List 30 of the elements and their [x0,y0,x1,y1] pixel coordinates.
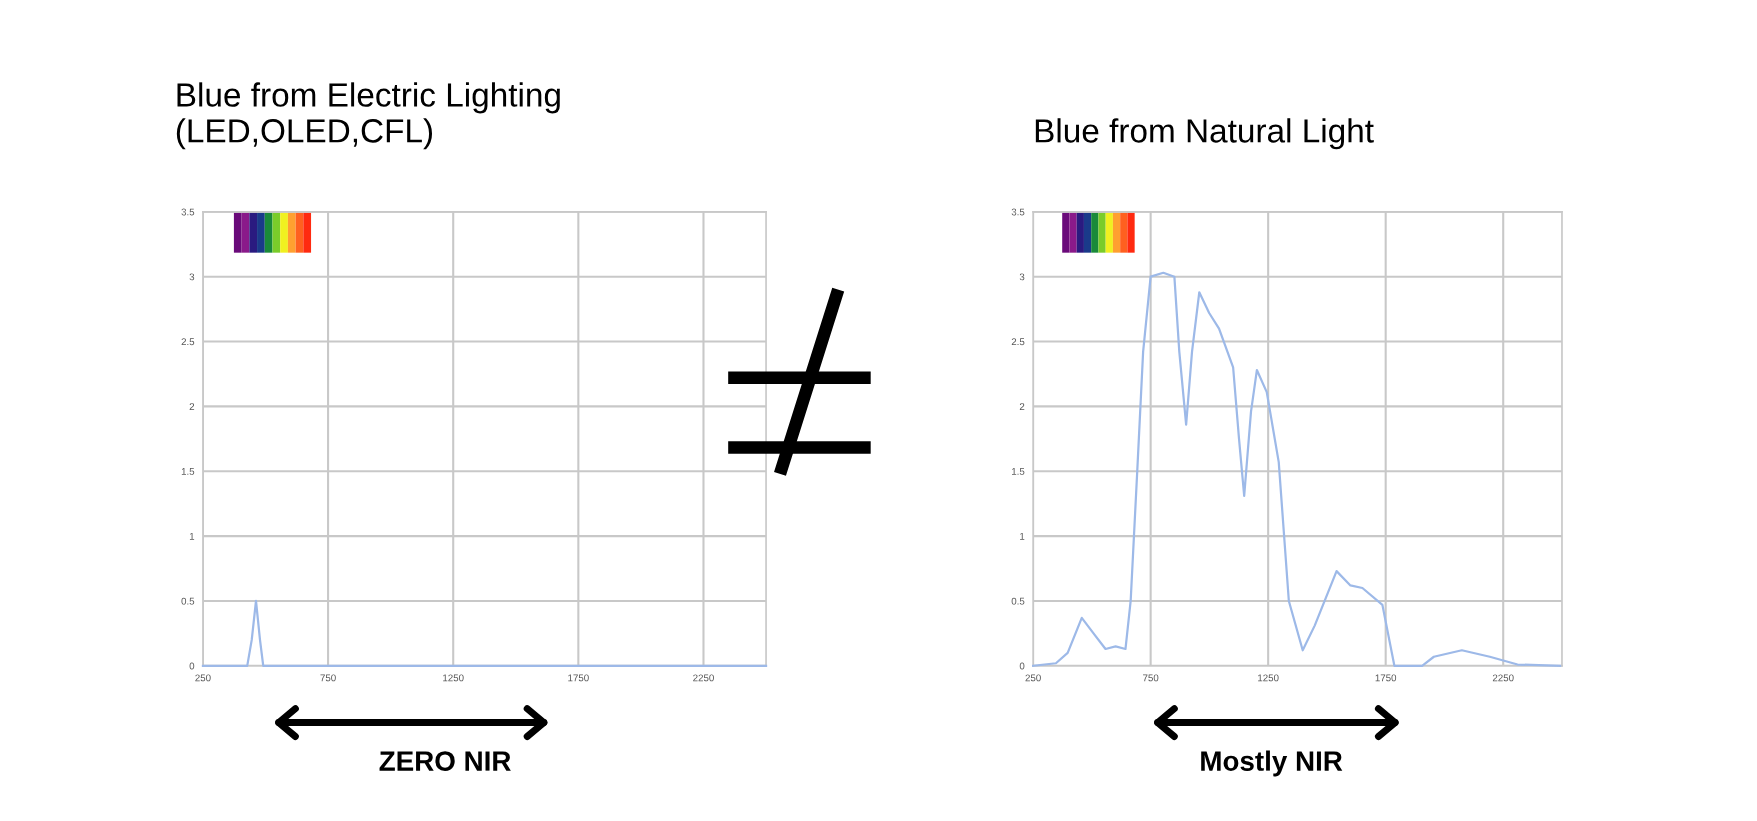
x-tick-label: 750 [1143,674,1159,682]
y-tick-label: 0.5 [181,597,195,605]
x-tick-label: 1750 [568,674,589,682]
x-tick-label: 2250 [1492,674,1514,682]
x-tick-label: 1250 [443,674,464,682]
x-tick-label: 1250 [1258,674,1279,682]
y-tick-label: 1 [1020,532,1025,540]
y-tick-label: 3.5 [1011,208,1025,216]
y-tick-label: 0.5 [1011,597,1025,605]
y-tick-label: 2 [1019,403,1025,410]
y-tick-label: 2.5 [181,338,195,346]
x-tick-label: 2250 [693,674,714,682]
x-tick-label: 250 [1025,674,1041,682]
chart-title: Blue from Electric Lighting (LED,OLED,CFL) [176,82,560,150]
y-tick-label: 2.5 [1011,338,1025,346]
y-tick-label: 1.5 [181,468,195,475]
y-tick-label: 3.5 [181,208,195,216]
y-tick-label: 0 [1019,662,1025,670]
y-tick-label: 2 [189,403,195,410]
y-tick-label: 0 [189,662,195,670]
y-tick-label: 3 [1019,273,1025,281]
chart-title: Blue from Natural Light [1035,118,1374,150]
x-tick-label: 1750 [1375,674,1397,682]
y-tick-label: 3 [189,273,195,281]
text: ZERO NIR [379,751,511,771]
x-tick-label: 750 [320,674,336,682]
text: Mostly NIR [1201,750,1343,777]
y-tick-label: 1.5 [1012,468,1025,475]
x-tick-label: 250 [195,674,211,682]
y-tick-label: 1 [189,532,195,540]
